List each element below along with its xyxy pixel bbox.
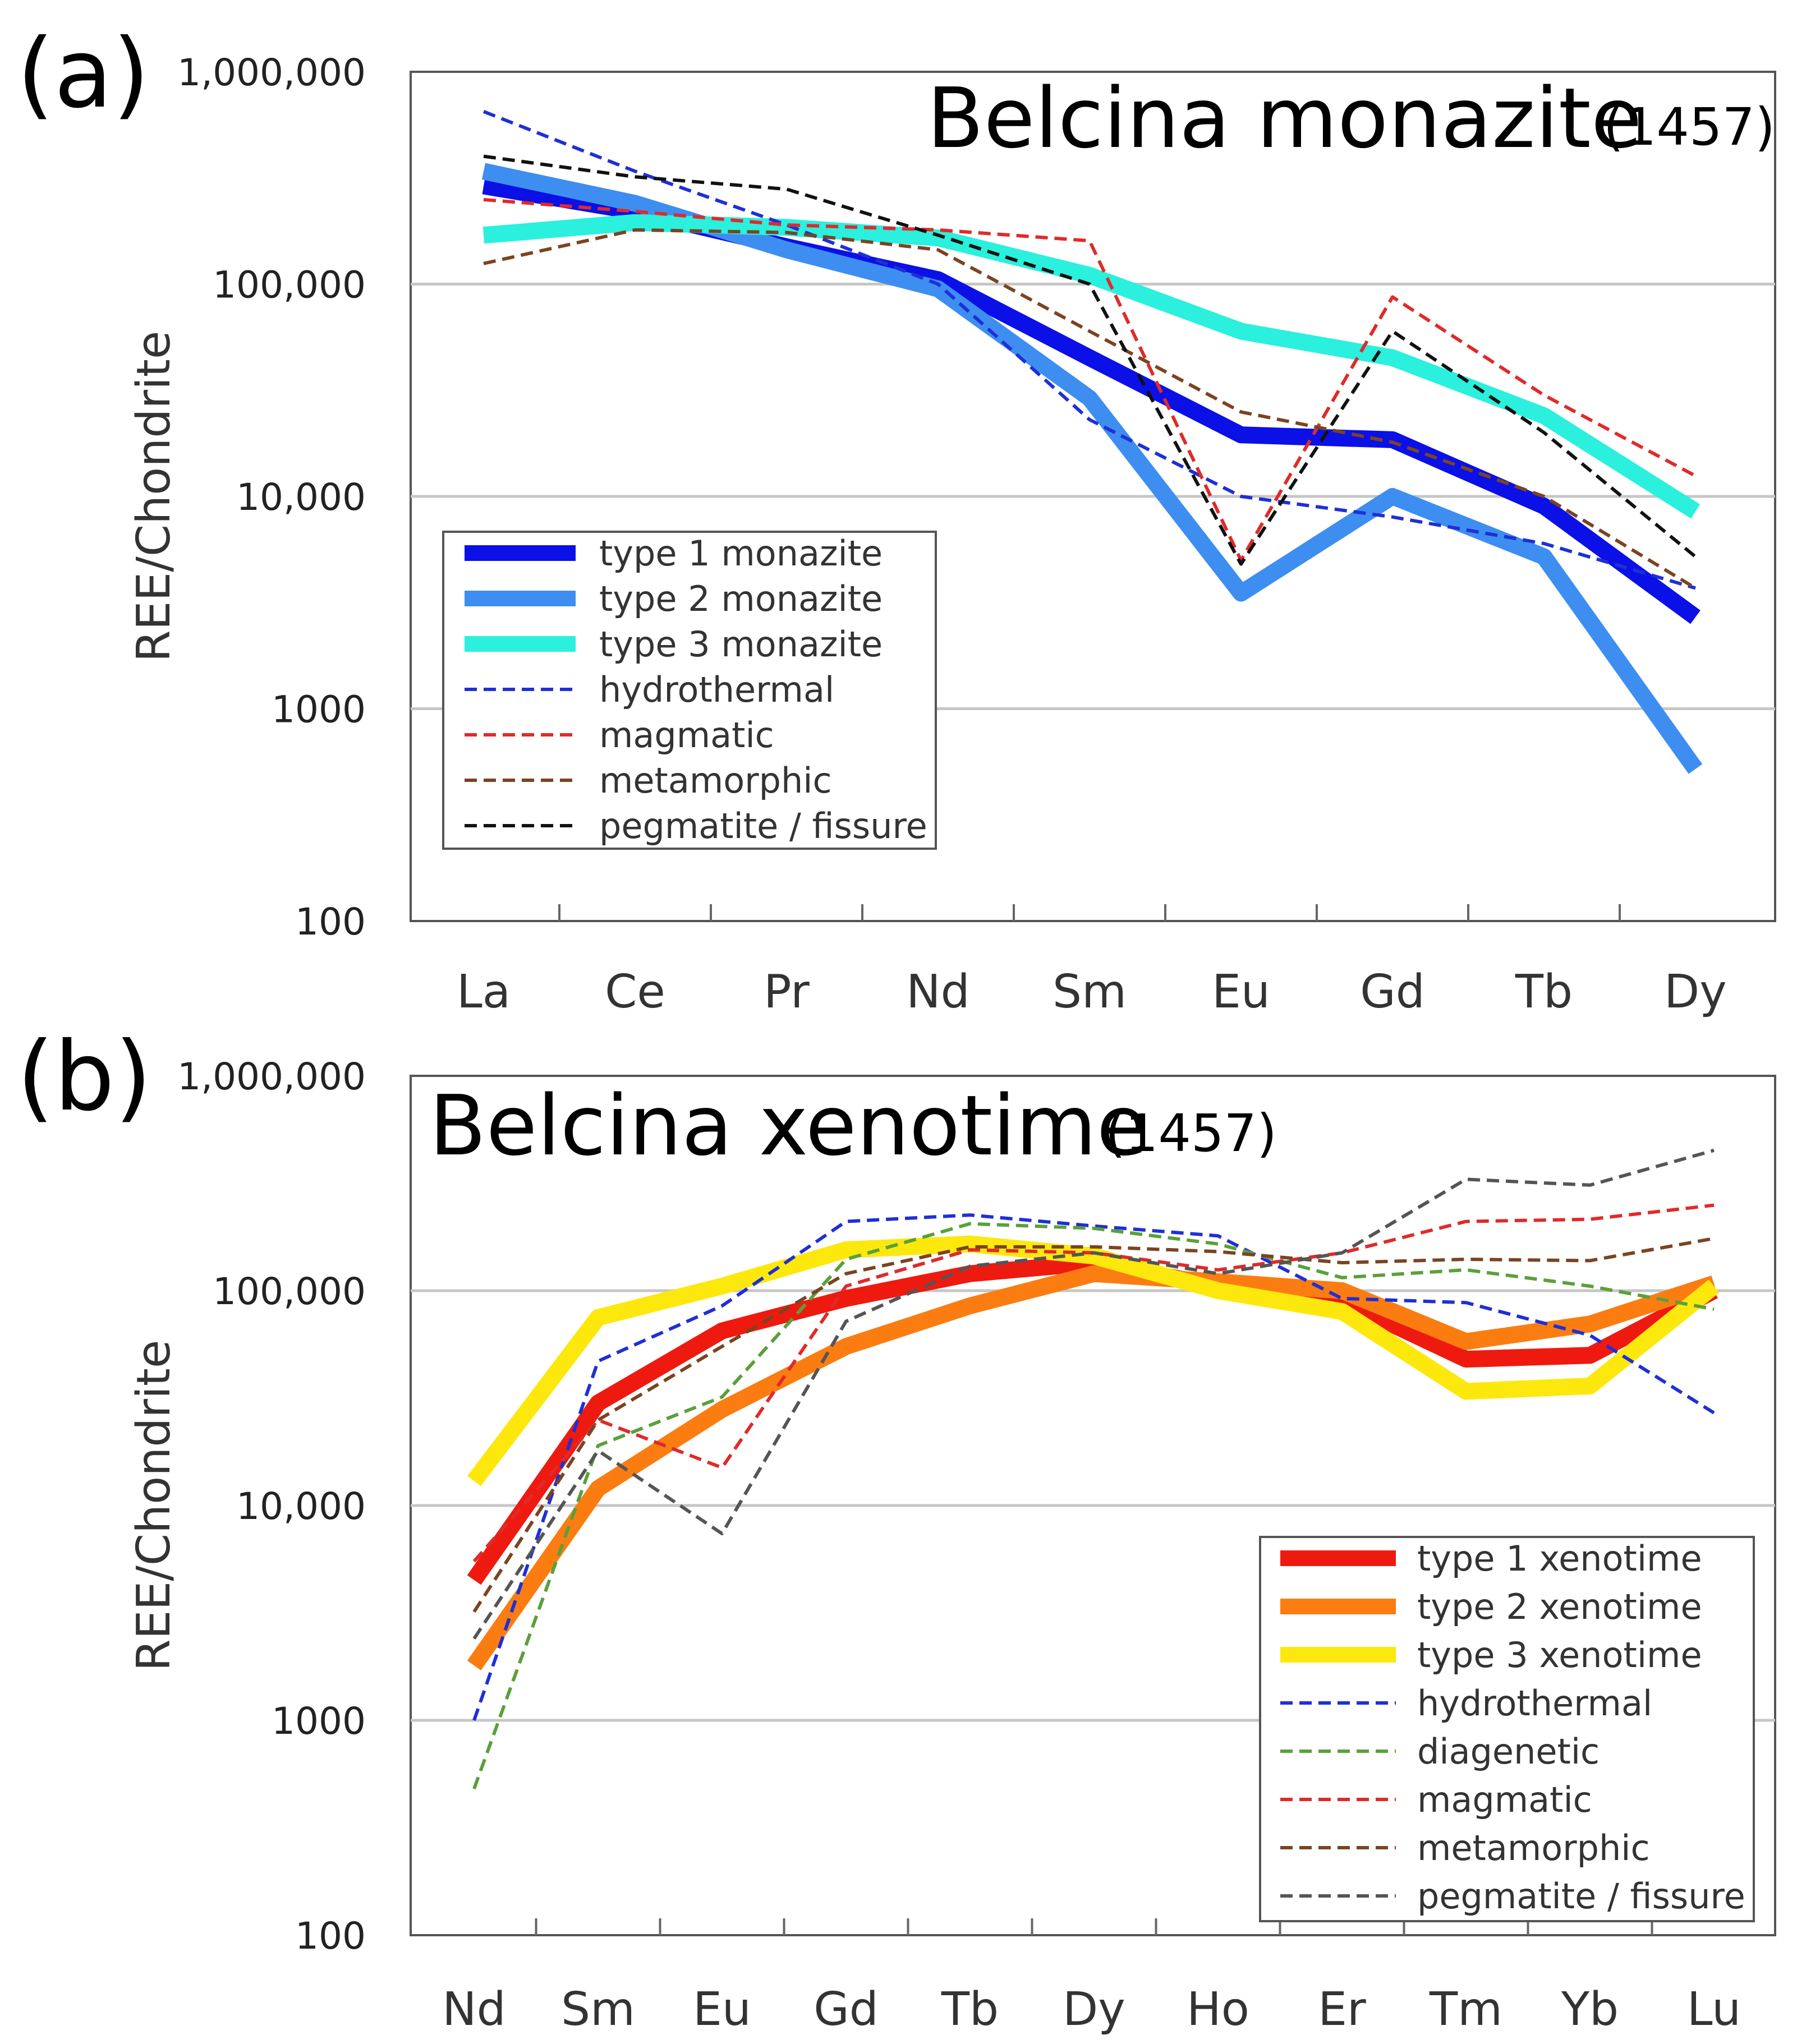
legend-label: hydrothermal (1417, 1683, 1652, 1724)
series-line-hydrothermal (482, 110, 1696, 590)
x-category-label: Gd (814, 1983, 879, 2036)
x-category-label: Tb (941, 1983, 999, 2036)
series-line-metamorphic (472, 1236, 1715, 1613)
x-category-label: Eu (1212, 965, 1270, 1019)
x-category-label: Tb (1515, 965, 1573, 1019)
legend-label: type 2 xenotime (1417, 1586, 1702, 1627)
series-line-pegmatite-fissure (472, 1148, 1715, 1640)
panel-label-a: (a) (17, 19, 150, 130)
series-line-diagenetic (472, 1222, 1715, 1790)
chart-title-a: Belcina monazite (927, 70, 1642, 167)
legend-label: pegmatite / fissure (1417, 1876, 1745, 1917)
series-line-metamorphic (483, 228, 1697, 590)
y-tick-label: 100,000 (213, 1270, 366, 1313)
x-category-label: Ho (1187, 1983, 1249, 2036)
x-category-label: Eu (693, 1983, 751, 2036)
y-tick-label: 100,000 (213, 264, 366, 307)
series-line-type-3-monazite (482, 214, 1701, 519)
x-category-label: Pr (764, 965, 810, 1019)
x-category-label: Ce (605, 965, 665, 1019)
legend-label: metamorphic (1417, 1827, 1650, 1868)
series-line-hydrothermal (472, 1213, 1715, 1721)
legend-b: type 1 xenotime type 2 xenotime type 3 xen… (1259, 1536, 1755, 1922)
series-line-type-2-xenotime (467, 1265, 1717, 1670)
x-category-label: Sm (1053, 965, 1127, 1019)
legend-label: pegmatite / fissure (599, 805, 927, 846)
legend-label: type 1 monazite (599, 533, 883, 574)
series-line-pegmatite-fissure (483, 154, 1697, 566)
legend-label: magmatic (599, 715, 774, 756)
y-tick-label: 1000 (272, 1700, 366, 1743)
y-tick-label: 1,000,000 (177, 1055, 366, 1098)
x-category-label: Er (1318, 1983, 1366, 2036)
chart-subtitle-b: (1457) (1105, 1103, 1277, 1163)
chart-title-b: Belcina xenotime (429, 1078, 1148, 1174)
y-tick-label: 10,000 (236, 476, 366, 519)
series-line-magmatic (483, 197, 1697, 562)
panel-a-monazite: (a) 100 1000 10,000 100,000 1,000,000 La Ce Pr… (17, 19, 1776, 1019)
chart-subtitle-a: (1457) (1603, 97, 1775, 157)
y-tick-label: 1000 (272, 688, 366, 731)
legend-label: type 3 monazite (599, 624, 883, 665)
x-category-label: Dy (1664, 965, 1727, 1019)
y-tick-label: 10,000 (236, 1485, 366, 1528)
x-category-label: Dy (1063, 1983, 1125, 2036)
y-tick-label: 100 (295, 900, 366, 943)
y-tick-label: 100 (295, 1914, 366, 1958)
y-axis-label-a: REE/Chondrite (127, 331, 181, 662)
panel-b-xenotime: (b) 100 1000 10,000 100,000 1,000,000 Nd Sm Eu… (17, 1021, 1776, 2036)
legend-label: type 2 monazite (599, 578, 883, 619)
x-category-label: Nd (906, 965, 969, 1019)
y-axis-label-b: REE/Chondrite (127, 1340, 181, 1672)
legend-label: hydrothermal (599, 669, 834, 710)
x-category-label: Yb (1561, 1983, 1619, 2036)
series-line-type-3-xenotime (467, 1235, 1720, 1486)
legend-label: diagenetic (1417, 1731, 1600, 1772)
panel-label-b: (b) (17, 1021, 152, 1133)
x-category-label: Tm (1429, 1983, 1502, 2036)
x-category-label: Sm (561, 1983, 635, 2036)
legend-label: metamorphic (599, 760, 832, 801)
y-tick-label: 1,000,000 (177, 51, 366, 94)
x-category-label: La (457, 965, 511, 1019)
x-category-label: Lu (1687, 1983, 1741, 2036)
legend-label: type 3 xenotime (1417, 1635, 1702, 1675)
legend-label: type 1 xenotime (1417, 1538, 1702, 1579)
x-category-label: Gd (1360, 965, 1425, 1019)
x-category-label: Nd (442, 1983, 505, 2036)
legend-label: magmatic (1417, 1779, 1592, 1820)
